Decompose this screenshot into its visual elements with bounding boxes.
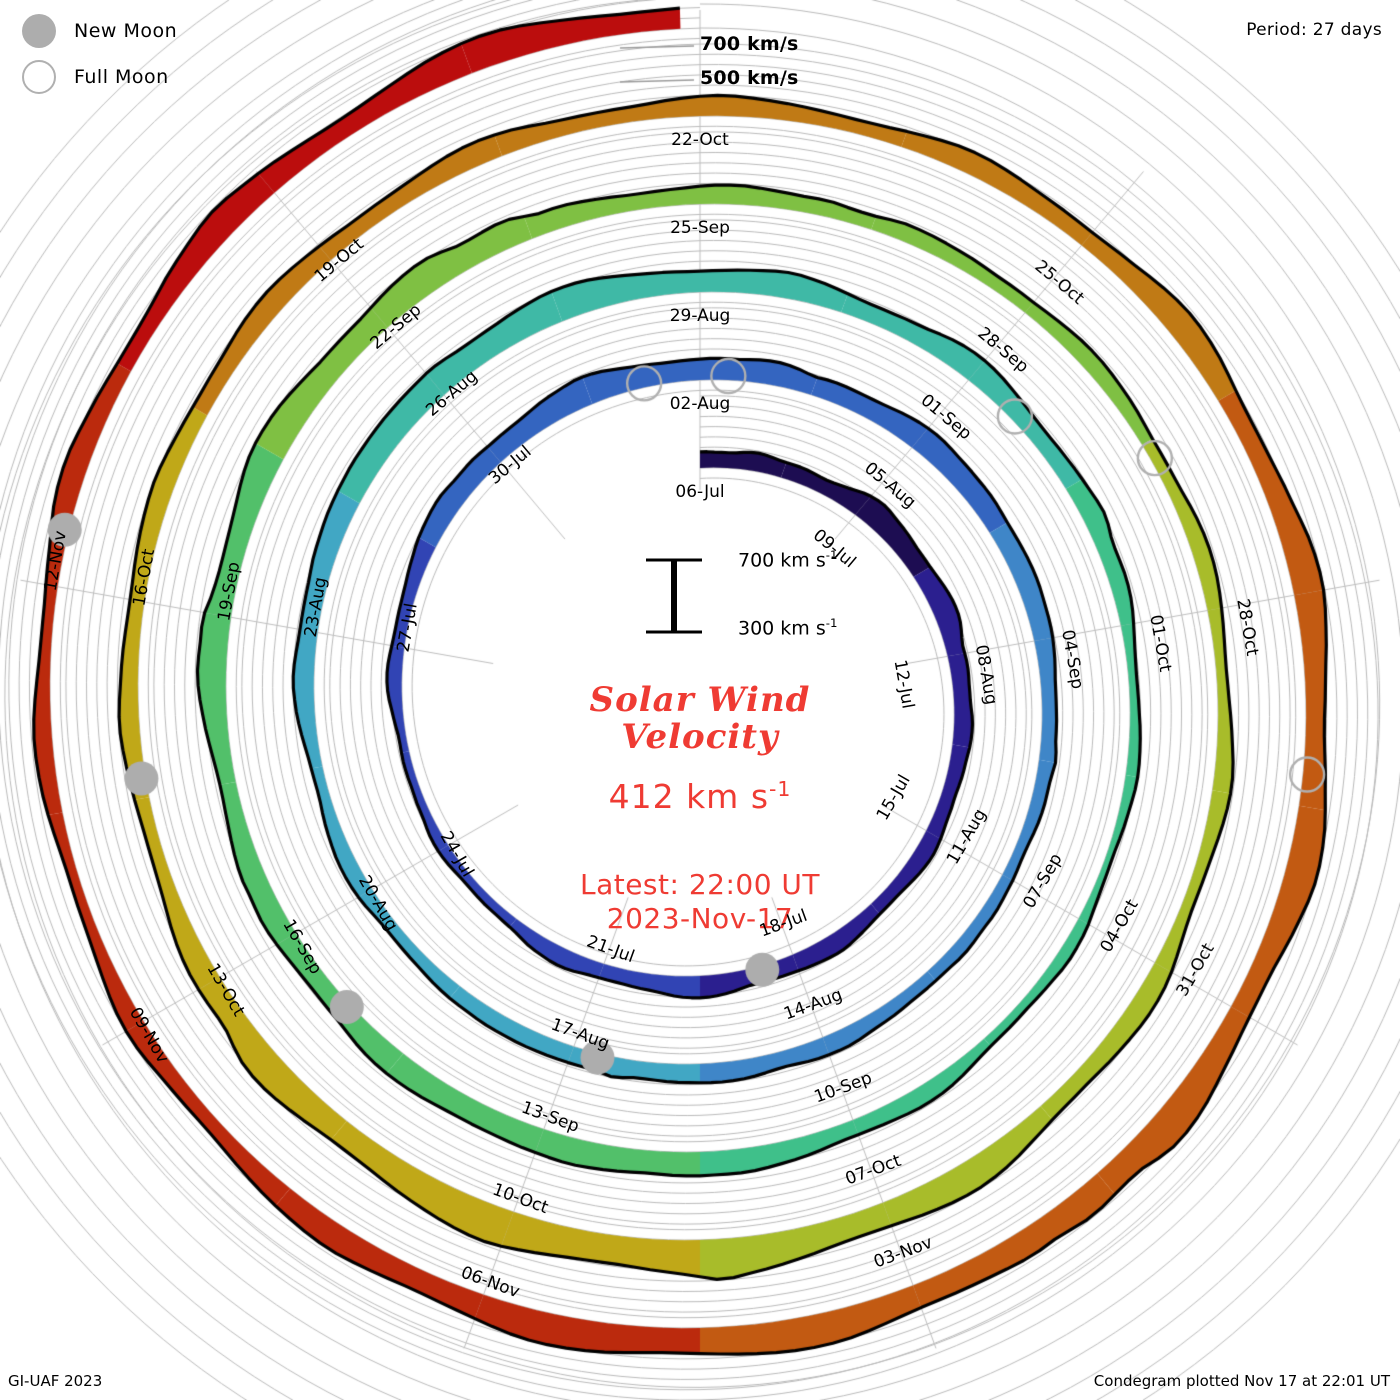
title-line-1: Solar Wind xyxy=(589,680,811,720)
legend-label-new-moon: New Moon xyxy=(74,20,178,42)
new-moon-icon xyxy=(22,14,56,48)
full-moon-icon xyxy=(22,60,56,94)
scale-bar-top-label: 700 km s-1 xyxy=(738,548,838,572)
center-annotation-block: 700 km s-1 300 km s-1 Solar Wind Velocit… xyxy=(0,548,1400,936)
page-title: Solar Wind Velocity xyxy=(0,682,1400,755)
radial-tick-500: 500 km/s xyxy=(700,67,799,89)
latest-timestamp: Latest: 22:00 UT 2023-Nov-17 xyxy=(0,868,1400,935)
ring-date-label: 22-Oct xyxy=(671,130,729,150)
legend-label-full-moon: Full Moon xyxy=(74,66,169,88)
scale-bar-icon xyxy=(646,558,702,634)
latest-time: Latest: 22:00 UT xyxy=(579,868,821,902)
velocity-scale-bar: 700 km s-1 300 km s-1 xyxy=(520,548,880,640)
moon-phase-legend: New Moon Full Moon xyxy=(22,8,177,100)
ring-date-label: 02-Aug xyxy=(669,394,731,414)
title-line-2: Velocity xyxy=(621,716,779,757)
footer-credit: GI-UAF 2023 xyxy=(8,1372,103,1390)
ring-date-label: 29-Aug xyxy=(669,306,731,326)
ring-date-label: 25-Sep xyxy=(670,218,730,238)
latest-date: 2023-Nov-17 xyxy=(606,902,794,936)
ring-date-label: 06-Jul xyxy=(675,482,725,502)
current-velocity-value: 412 km s-1 xyxy=(608,777,792,817)
legend-item-new-moon: New Moon xyxy=(22,8,177,54)
legend-item-full-moon: Full Moon xyxy=(22,54,177,100)
footer-plot-time: Condegram plotted Nov 17 at 22:01 UT xyxy=(1093,1372,1390,1390)
radial-tick-700: 700 km/s xyxy=(700,33,799,55)
rotation-period-label: Period: 27 days xyxy=(1246,20,1382,40)
scale-bar-bottom-label: 300 km s-1 xyxy=(738,616,838,640)
